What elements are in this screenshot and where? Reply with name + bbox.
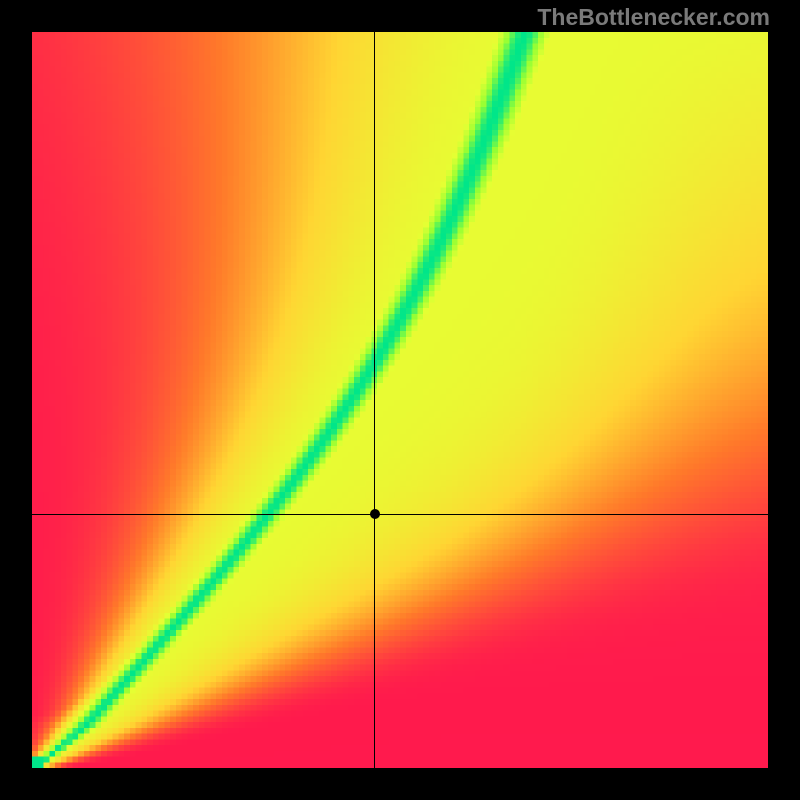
marker-point bbox=[370, 509, 380, 519]
crosshair-horizontal bbox=[32, 514, 768, 515]
watermark-text: TheBottlenecker.com bbox=[537, 4, 770, 31]
heatmap-canvas bbox=[32, 32, 768, 768]
crosshair-vertical bbox=[374, 32, 375, 768]
chart-container: TheBottlenecker.com bbox=[0, 0, 800, 800]
